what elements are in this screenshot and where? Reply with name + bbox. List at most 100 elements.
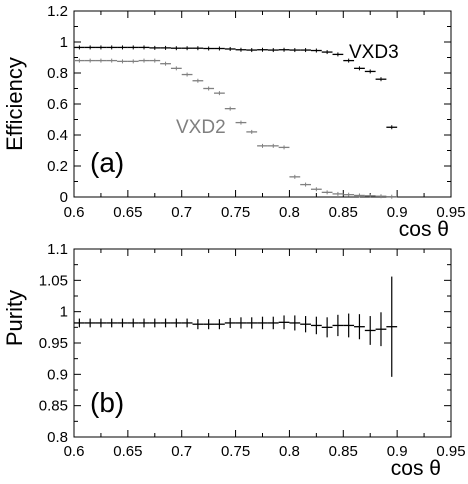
efficiency-x-axis-label: cos θ xyxy=(399,218,449,241)
efficiency-series1-point xyxy=(170,66,182,71)
efficiency-series0-point xyxy=(354,66,365,71)
efficiency-series1-point xyxy=(343,192,355,197)
purity-x-tick-label: 0.95 xyxy=(436,443,465,460)
efficiency-series1-point xyxy=(257,143,268,148)
purity-series0-point xyxy=(192,319,204,330)
purity-series0-point xyxy=(321,317,333,338)
vxd3-series-label: VXD3 xyxy=(349,42,399,63)
efficiency-series0-point xyxy=(149,45,161,50)
purity-series0-point xyxy=(386,276,398,377)
efficiency-series1-point xyxy=(138,58,150,63)
purity-x-axis-label: cos θ xyxy=(391,457,441,480)
efficiency-series0-point xyxy=(386,125,398,130)
efficiency-series1-point xyxy=(106,58,118,63)
purity-series0-point xyxy=(203,319,215,330)
purity-y-tick-label: 0.8 xyxy=(47,429,68,446)
efficiency-plot-frame xyxy=(73,10,452,198)
purity-series0-point xyxy=(364,316,376,345)
purity-y-tick-label: 0.95 xyxy=(39,335,68,352)
efficiency-series0-point xyxy=(138,45,150,50)
efficiency-series0-point xyxy=(375,77,387,82)
efficiency-series0-point xyxy=(160,45,171,50)
efficiency-series1-point xyxy=(149,58,161,63)
purity-series0-point xyxy=(160,318,171,328)
efficiency-series1-point xyxy=(214,91,225,96)
purity-data-points xyxy=(74,276,398,377)
purity-series0-point xyxy=(149,318,161,328)
panel-a-label: (a) xyxy=(90,147,124,178)
efficiency-series0-point xyxy=(106,45,118,50)
purity-series0-point xyxy=(354,314,365,340)
purity-series0-point xyxy=(257,316,268,330)
efficiency-series0-point xyxy=(203,46,215,51)
purity-series0-point xyxy=(84,318,96,328)
purity-series0-point xyxy=(138,318,150,328)
efficiency-series0-point xyxy=(84,45,96,50)
purity-series0-point xyxy=(278,315,290,330)
purity-series0-point xyxy=(127,318,139,328)
purity-series0-point xyxy=(117,318,128,328)
purity-plot-frame xyxy=(73,248,452,438)
efficiency-series0-point xyxy=(214,46,225,51)
efficiency-series0-point xyxy=(192,46,204,51)
purity-series0-point xyxy=(267,316,279,330)
purity-y-axis-label: Purity xyxy=(2,290,27,346)
efficiency-series0-point xyxy=(332,52,344,57)
efficiency-y-tick-label: 0.2 xyxy=(47,158,68,175)
efficiency-series0-point xyxy=(300,48,311,53)
efficiency-series1-point xyxy=(300,182,311,187)
efficiency-series0-point xyxy=(95,45,107,50)
efficiency-series1-point xyxy=(235,120,247,125)
efficiency-x-tick-label: 0.7 xyxy=(171,204,192,221)
purity-y-tick-label: 1.1 xyxy=(47,241,68,258)
efficiency-series1-point xyxy=(74,58,85,63)
efficiency-series0-point xyxy=(267,48,279,53)
efficiency-series1-point xyxy=(375,194,387,199)
purity-series0-point xyxy=(246,317,258,329)
efficiency-series1-point xyxy=(310,187,322,192)
efficiency-data-points xyxy=(74,45,398,199)
efficiency-series0-point xyxy=(364,69,376,74)
purity-x-tick-label: 0.75 xyxy=(221,443,250,460)
efficiency-series1-point xyxy=(95,58,107,63)
efficiency-x-tick-label: 0.9 xyxy=(387,204,408,221)
efficiency-series1-point xyxy=(332,191,344,196)
efficiency-y-tick-label: 0.4 xyxy=(47,127,68,144)
efficiency-series0-point xyxy=(310,48,322,53)
efficiency-y-tick-label: 0.6 xyxy=(47,96,68,113)
purity-series0-point xyxy=(181,318,193,328)
efficiency-series0-point xyxy=(246,48,258,53)
efficiency-series0-point xyxy=(170,46,182,51)
efficiency-series1-point xyxy=(354,193,365,198)
purity-series0-point xyxy=(214,319,225,330)
purity-series0-point xyxy=(289,315,301,331)
efficiency-series0-point xyxy=(127,45,139,50)
efficiency-series1-point xyxy=(127,59,139,64)
purity-y-tick-label: 0.9 xyxy=(47,366,68,383)
purity-x-tick-label: 0.85 xyxy=(329,443,358,460)
purity-series0-point xyxy=(106,318,118,328)
efficiency-series1-point xyxy=(160,61,171,66)
efficiency-series1-point xyxy=(203,86,215,91)
efficiency-x-tick-label: 0.75 xyxy=(221,204,250,221)
efficiency-x-tick-label: 0.85 xyxy=(329,204,358,221)
efficiency-x-tick-label: 0.95 xyxy=(436,204,465,221)
purity-tick-labels: 0.6 0.65 0.7 0.75 0.8 0.85 0.9 0.95 0.8 0.85 0.9 0.… xyxy=(39,241,466,460)
efficiency-series0-point xyxy=(257,47,268,52)
efficiency-x-tick-label: 0.6 xyxy=(64,204,85,221)
efficiency-tick-labels: 0.6 0.65 0.7 0.75 0.8 0.85 0.9 0.95 0 0.2 0.4 0.6 0.… xyxy=(47,3,465,221)
purity-series0-point xyxy=(343,313,355,338)
purity-series0-point xyxy=(74,318,85,328)
efficiency-y-tick-label: 0.8 xyxy=(47,65,68,82)
purity-x-tick-label: 0.8 xyxy=(279,443,300,460)
efficiency-series0-point xyxy=(343,58,355,63)
efficiency-series1-point xyxy=(289,174,301,179)
efficiency-series1-point xyxy=(224,106,236,111)
purity-series0-point xyxy=(224,317,236,328)
efficiency-y-tick-label: 0 xyxy=(60,189,68,206)
efficiency-series1-point xyxy=(386,194,398,199)
efficiency-y-tick-label: 1 xyxy=(60,34,68,51)
purity-series0-point xyxy=(310,316,322,335)
efficiency-series1-point xyxy=(267,143,279,148)
purity-ticks xyxy=(73,248,452,438)
